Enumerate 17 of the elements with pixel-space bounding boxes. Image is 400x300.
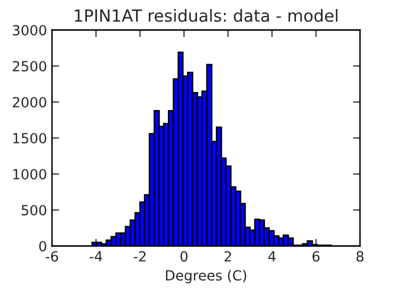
y-tick-label: 3000 xyxy=(12,24,46,36)
chart-title: 1PIN1AT residuals: data - model xyxy=(74,9,338,22)
x-tick-label: 8 xyxy=(356,251,364,262)
y-tick-label: 500 xyxy=(22,204,46,216)
x-tick-label: 4 xyxy=(268,251,276,262)
x-tick-label: -4 xyxy=(90,251,102,262)
x-tick-label: -6 xyxy=(46,251,58,262)
x-tick-label: 2 xyxy=(224,251,232,262)
y-tick-label: 1000 xyxy=(13,168,46,180)
y-tick-label: 0 xyxy=(39,240,46,252)
y-tick-label: 1500 xyxy=(13,132,46,144)
x-tick-label: -2 xyxy=(134,251,146,262)
x-tick-label: 0 xyxy=(180,251,188,262)
y-tick-label: 2500 xyxy=(12,60,46,72)
y-tick-label: 2000 xyxy=(12,96,46,108)
x-tick-label: 6 xyxy=(312,251,320,262)
x-axis-title: Degrees (C) xyxy=(166,270,246,284)
